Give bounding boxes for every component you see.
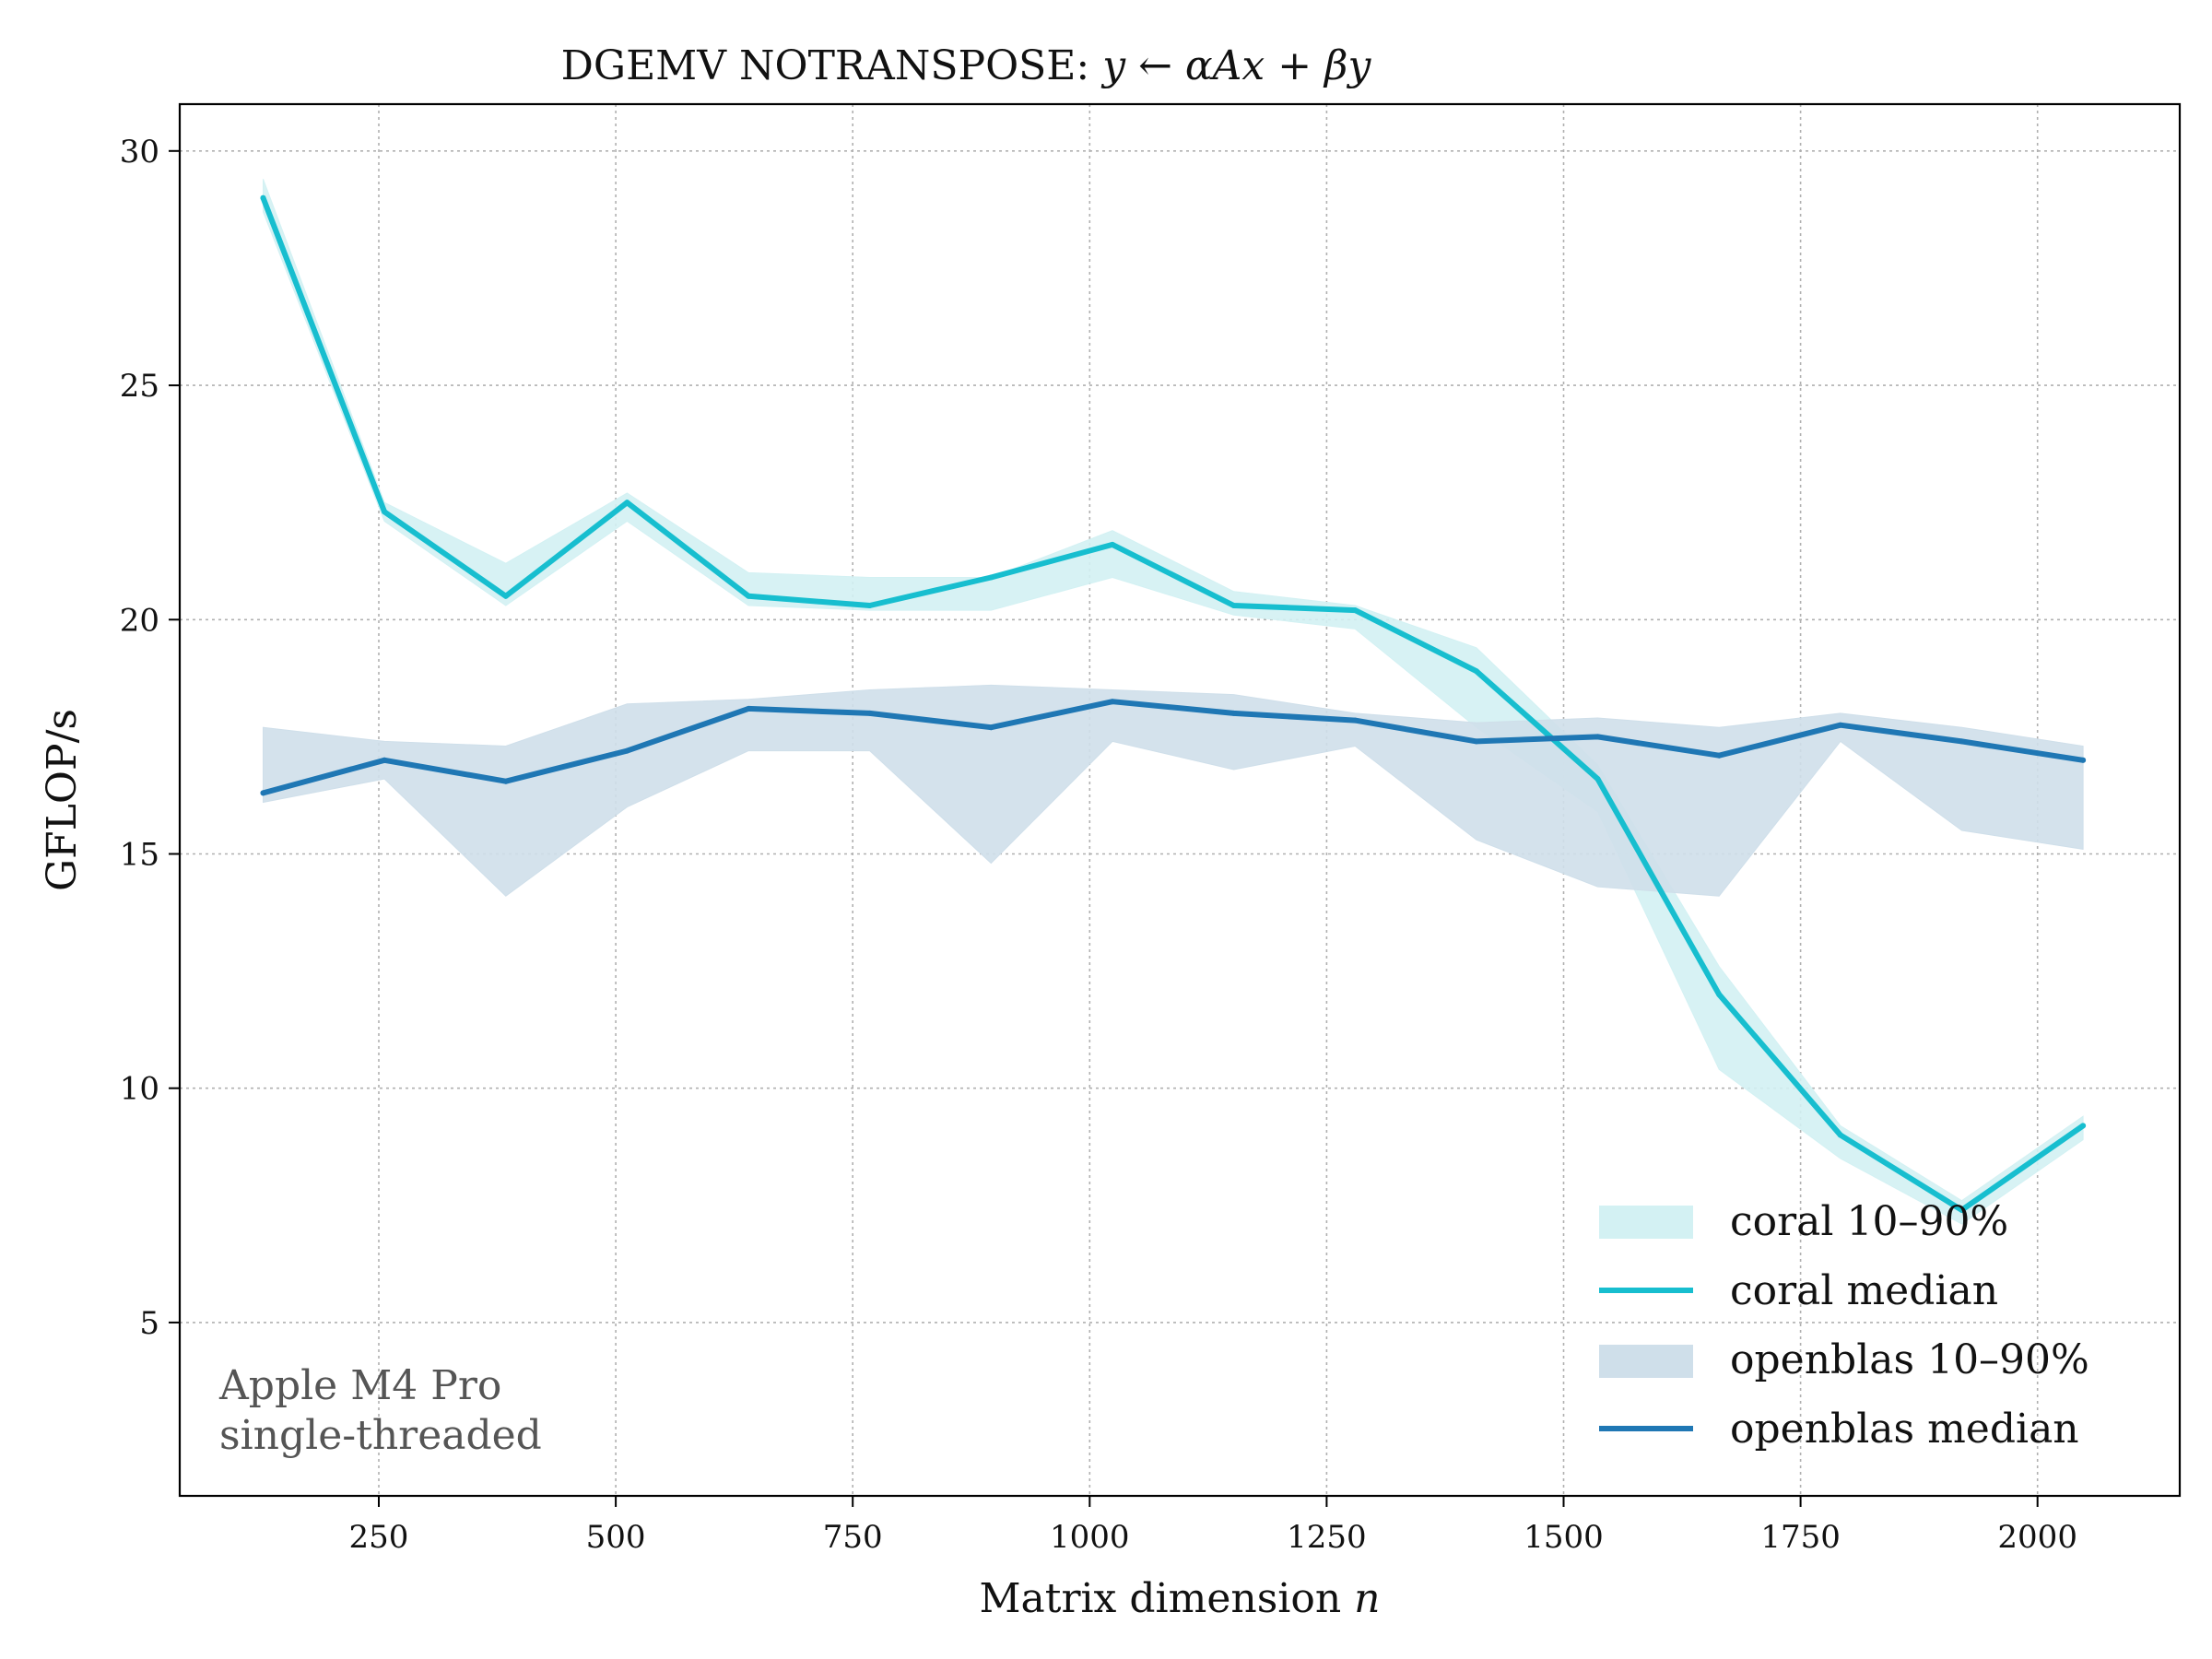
x-tick-label-1500: 1500 (1524, 1519, 1604, 1556)
openblas-median-point-1920 (1959, 738, 1965, 745)
x-tick-label-250: 250 (349, 1519, 409, 1556)
openblas-median-point-640 (746, 705, 752, 712)
openblas-median-point-1408 (1473, 738, 1479, 745)
openblas-median-point-1024 (1110, 699, 1115, 705)
grid-lines (180, 104, 2180, 1496)
legend-swatch-coral-band (1599, 1206, 1693, 1239)
legend: coral 10–90% coral median openblas 10–90… (1599, 1198, 2089, 1453)
x-tick-label-1250: 1250 (1287, 1519, 1367, 1556)
coral-median-point-896 (988, 574, 994, 581)
openblas-percentile-band (263, 684, 2084, 897)
legend-swatch-openblas-band (1599, 1345, 1693, 1378)
y-tick-label-20: 20 (120, 602, 159, 639)
x-tick-label-1750: 1750 (1760, 1519, 1841, 1556)
x-tick-label-2000: 2000 (1997, 1519, 2077, 1556)
coral-percentile-band (263, 179, 2084, 1225)
coral-median-point-1152 (1230, 603, 1237, 608)
x-tick-label-750: 750 (823, 1519, 883, 1556)
openblas-median-point-896 (988, 724, 994, 731)
coral-median-point-1280 (1352, 607, 1359, 614)
openblas-median-point-384 (502, 778, 509, 784)
openblas-median-point-1664 (1716, 752, 1723, 759)
y-tick-label-30: 30 (120, 134, 159, 171)
x-tick-label-500: 500 (586, 1519, 646, 1556)
coral-median-point-1024 (1110, 541, 1115, 547)
y-tick-label-5: 5 (139, 1305, 159, 1342)
coral-median-point-1664 (1716, 992, 1723, 997)
coral-median-point-128 (260, 194, 266, 201)
openblas-median-point-512 (624, 747, 630, 754)
percentile-bands (263, 179, 2084, 1225)
annotation-text: Apple M4 Pro single-threaded (218, 1362, 542, 1459)
y-axis-title: GFLOP/s (39, 709, 86, 891)
coral-median-point-384 (502, 593, 509, 599)
legend-label-openblas-band: openblas 10–90% (1730, 1336, 2089, 1383)
openblas-median-point-2048 (2080, 757, 2087, 763)
x-tick-label-1000: 1000 (1050, 1519, 1130, 1556)
openblas-median-line (260, 699, 2087, 796)
axis-ticks: 250 500 750 1000 1250 1500 1750 2000 5 10 15 20 25 30 (120, 134, 2077, 1556)
chart-title: DGEMV NOTRANSPOSE: y ← αAx + βy (561, 42, 1372, 89)
openblas-median-point-128 (260, 790, 266, 796)
openblas-median-point-1280 (1352, 717, 1359, 724)
coral-median-point-1920 (1959, 1206, 1965, 1213)
openblas-median-point-1536 (1594, 734, 1601, 740)
legend-label-openblas-median: openblas median (1730, 1406, 2079, 1453)
annotation-line-1: Apple M4 Pro (218, 1362, 501, 1409)
coral-median-point-512 (624, 500, 630, 506)
legend-label-coral-band: coral 10–90% (1730, 1198, 2008, 1245)
coral-median-point-1792 (1837, 1132, 1843, 1138)
coral-median-point-1536 (1594, 776, 1601, 782)
median-lines (260, 194, 2087, 1213)
coral-median-point-1408 (1473, 668, 1479, 675)
coral-median-point-768 (866, 603, 873, 608)
coral-median-line (260, 194, 2087, 1213)
openblas-median-point-256 (382, 757, 388, 763)
coral-median-point-640 (746, 593, 752, 599)
x-axis-title: Matrix dimension n (979, 1575, 1380, 1622)
plot-frame (178, 102, 2182, 1498)
coral-median-point-256 (382, 509, 388, 515)
y-tick-label-10: 10 (120, 1071, 159, 1108)
annotation-line-2: single-threaded (219, 1412, 542, 1459)
legend-label-coral-median: coral median (1730, 1267, 1998, 1314)
y-tick-label-15: 15 (120, 837, 159, 874)
openblas-median-point-1792 (1837, 722, 1843, 728)
y-tick-label-25: 25 (120, 368, 159, 405)
openblas-median-point-768 (866, 710, 873, 716)
openblas-median-point-1152 (1230, 710, 1237, 716)
coral-median-point-2048 (2080, 1123, 2087, 1129)
